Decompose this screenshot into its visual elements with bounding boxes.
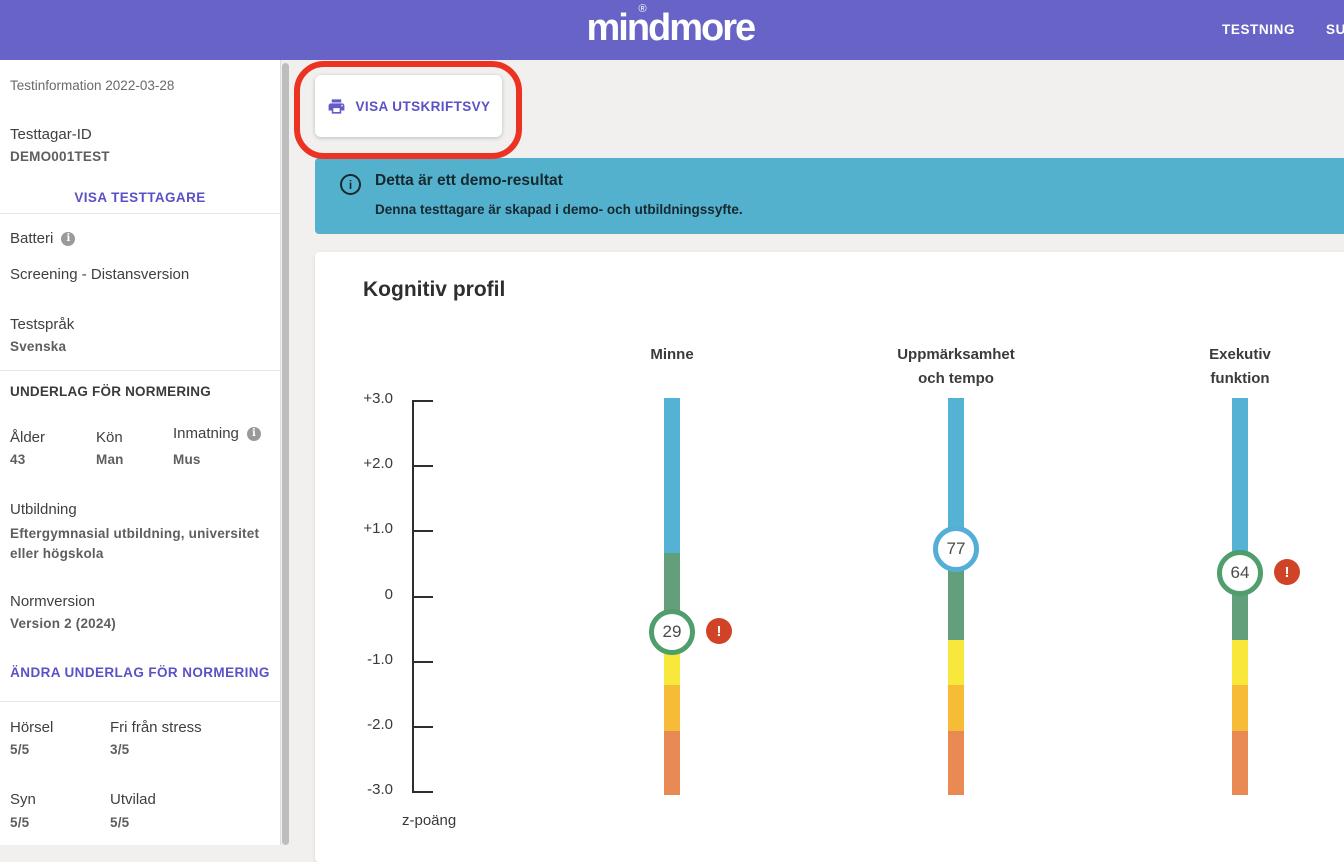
y-axis-tick-label: +2.0 [363, 455, 393, 473]
y-axis-tick-label: +3.0 [363, 389, 393, 407]
y-axis-tick [412, 660, 433, 663]
fri-fran-stress-value: 3/5 [110, 742, 130, 757]
andra-underlag-link[interactable]: ÄNDRA UNDERLAG FÖR NORMERING [10, 665, 270, 680]
warning-badge[interactable]: ! [706, 618, 732, 645]
bar-segment-low-average [1232, 640, 1248, 686]
inmatning-label: Inmatning [173, 425, 239, 442]
visa-testtagare-link[interactable]: VISA TESTTAGARE [74, 190, 206, 205]
utvilad-label: Utvilad [110, 791, 156, 808]
bar-segment-low-average [948, 640, 964, 686]
y-axis-tick-label: +1.0 [363, 520, 393, 538]
nav-item-support[interactable]: SU [1326, 22, 1344, 37]
sidebar: Testinformation 2022-03-28 Testtagar-ID … [0, 60, 281, 845]
testtagar-id-label: Testtagar-ID [10, 126, 92, 143]
y-axis-tick [412, 725, 433, 728]
info-icon[interactable]: i [246, 426, 261, 441]
inmatning-value: Mus [173, 452, 201, 467]
y-axis-tick [412, 530, 433, 533]
bar-segment-well-below-average [664, 731, 680, 795]
demo-result-banner: i Detta är ett demo-resultat Denna testt… [315, 158, 1344, 234]
normering-heading: UNDERLAG FÖR NORMERING [10, 384, 211, 399]
sidebar-divider [0, 370, 280, 371]
testsprak-label: Testspråk [10, 316, 75, 333]
y-axis-tick [412, 791, 433, 793]
bar-segment-below-average [948, 685, 964, 732]
test-information-date: Testinformation 2022-03-28 [10, 78, 175, 93]
batteri-label: Batteri [10, 230, 54, 247]
bar-segment-above-average [948, 398, 964, 553]
warning-badge[interactable]: ! [1274, 559, 1300, 586]
utbildning-label: Utbildning [10, 501, 77, 518]
column-header: Minne [650, 346, 694, 363]
y-axis-tick [412, 595, 433, 598]
fri-fran-stress-label: Fri från stress [110, 719, 202, 736]
score-marker[interactable]: 64 [1217, 550, 1263, 597]
inmatning-row: Inmatning i [173, 425, 261, 442]
syn-value: 5/5 [10, 815, 30, 830]
testsprak-value: Svenska [10, 339, 67, 354]
alder-label: Ålder [10, 429, 46, 446]
y-axis-label: z-poäng [402, 812, 457, 829]
app-header: ® mindmore TESTNING SU [0, 0, 1344, 60]
y-axis-tick [412, 465, 433, 468]
horsel-label: Hörsel [10, 719, 54, 736]
bar-segment-below-average [1232, 685, 1248, 732]
bar-segment-below-average [664, 685, 680, 732]
chart-title: Kognitiv profil [363, 278, 506, 301]
cognitive-profile-card: Kognitiv profil +3.0 +2.0 +1.0 0 -1.0 -2.0 -3.… [315, 252, 1344, 862]
bar-segment-above-average [664, 398, 680, 553]
batteri-value: Screening - Distansversion [10, 266, 190, 283]
normversion-value: Version 2 (2024) [10, 616, 117, 631]
registered-trademark-icon: ® [638, 3, 647, 15]
banner-title: Detta är ett demo-resultat [375, 172, 563, 189]
info-icon: i [340, 174, 361, 195]
sidebar-divider [0, 701, 280, 702]
y-axis-tick-label: -1.0 [367, 650, 393, 668]
testtagar-id-value: DEMO001TEST [10, 149, 110, 164]
bar-segment-well-below-average [1232, 731, 1248, 795]
info-icon[interactable]: i [61, 231, 76, 246]
utbildning-value: Eftergymnasial utbildning, universitet e… [10, 526, 260, 561]
bar-segment-well-below-average [948, 731, 964, 795]
sidebar-scrollbar[interactable] [282, 63, 289, 845]
y-axis-tick-label: 0 [384, 585, 393, 603]
normversion-label: Normversion [10, 593, 96, 610]
utvilad-value: 5/5 [110, 815, 130, 830]
column-header: Exekutiv funktion [1209, 346, 1271, 387]
y-axis-tick-label: -3.0 [367, 781, 393, 798]
bar-segment-average [948, 552, 964, 641]
y-axis-tick-label: -2.0 [367, 715, 393, 733]
nav-item-testning[interactable]: TESTNING [1222, 22, 1296, 37]
batteri-row: Batteri i [10, 230, 76, 247]
syn-label: Syn [10, 791, 36, 808]
bar-segment-above-average [1232, 398, 1248, 553]
column-header: Uppmärksamhet och tempo [897, 346, 1015, 387]
alder-value: 43 [10, 452, 26, 467]
kon-label: Kön [96, 429, 123, 446]
print-view-button-label: VISA UTSKRIFTSVY [355, 98, 491, 114]
logo-text: mindmore [586, 7, 756, 49]
sidebar-divider [0, 213, 280, 214]
logo[interactable]: ® mindmore [586, 3, 756, 50]
y-axis-tick [412, 399, 433, 402]
cognitive-profile-chart: +3.0 +2.0 +1.0 0 -1.0 -2.0 -3.0 Minne 29! Uppmärk… [315, 252, 1344, 862]
score-marker[interactable]: 29 [649, 609, 695, 656]
score-marker[interactable]: 77 [933, 525, 979, 572]
horsel-value: 5/5 [10, 742, 30, 757]
printer-icon [328, 98, 344, 114]
print-view-button[interactable]: VISA UTSKRIFTSVY [315, 75, 502, 137]
banner-subtitle: Denna testtagare är skapad i demo- och u… [375, 202, 743, 217]
kon-value: Man [96, 452, 124, 467]
